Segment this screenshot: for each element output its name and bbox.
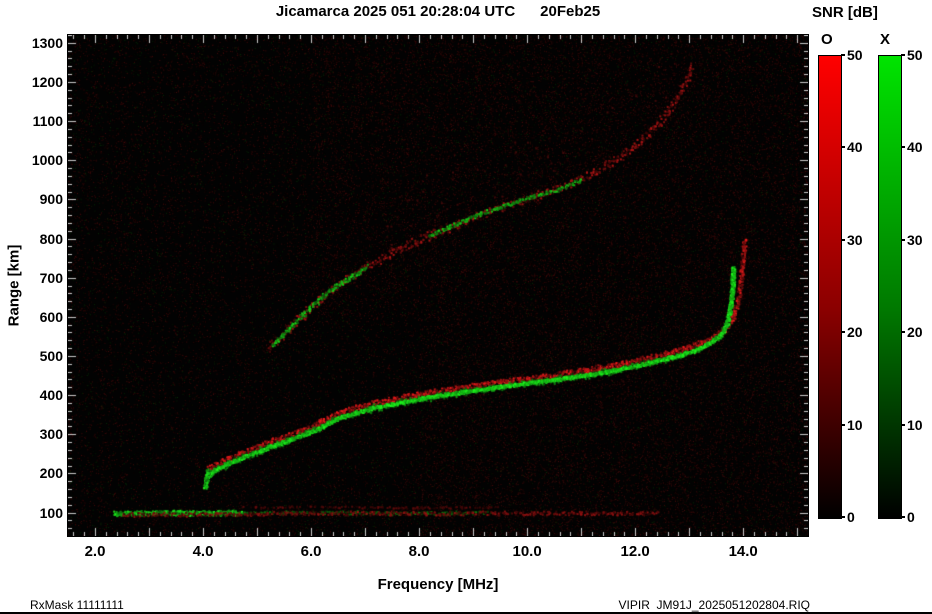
x-colorbar-tick-mark <box>901 423 905 426</box>
y-tick-label: 200 <box>39 465 63 482</box>
o-colorbar-tick-label: 40 <box>847 139 863 156</box>
rxmask-text: RxMask 11111111 <box>30 598 124 612</box>
o-colorbar-tick-label: 0 <box>847 509 855 525</box>
y-tick-label: 100 <box>39 504 63 521</box>
x-colorbar-tick-mark <box>901 516 905 518</box>
x-axis-label: Frequency [MHz] <box>377 576 499 593</box>
o-colorbar-tick-label: 10 <box>847 416 863 433</box>
colorbar-title: SNR [dB] <box>812 4 878 21</box>
bottom-divider <box>0 612 932 614</box>
y-tick-label: 1300 <box>31 34 63 51</box>
y-tick-label: 1000 <box>31 152 63 169</box>
y-tick-label: 500 <box>39 347 63 364</box>
ionogram-canvas <box>68 35 808 536</box>
o-mode-label: O <box>821 31 833 48</box>
x-tick-label: 2.0 <box>84 543 106 560</box>
o-colorbar-tick-mark <box>841 146 845 149</box>
x-colorbar-tick-label: 0 <box>907 509 915 525</box>
x-tick-label: 14.0 <box>728 543 758 560</box>
o-colorbar-tick-label: 20 <box>847 324 863 341</box>
x-mode-colorbar <box>878 55 902 519</box>
o-colorbar-tick-label: 50 <box>847 47 863 63</box>
x-tick-label: 10.0 <box>512 543 542 560</box>
o-colorbar-tick-label: 30 <box>847 231 863 248</box>
x-mode-label: X <box>880 31 891 48</box>
datafile-text: VIPIR JM91J_2025051202804.RIQ <box>618 598 810 612</box>
x-colorbar-tick-mark <box>901 146 905 149</box>
o-colorbar-tick-mark <box>841 54 845 56</box>
x-colorbar-tick-mark <box>901 238 905 241</box>
x-tick-label: 12.0 <box>620 543 650 560</box>
x-colorbar-tick-label: 50 <box>907 47 923 63</box>
y-tick-label: 1100 <box>32 113 63 130</box>
x-colorbar-tick-label: 20 <box>907 324 923 341</box>
y-tick-label: 800 <box>39 230 63 247</box>
x-colorbar-tick-label: 40 <box>907 139 923 156</box>
o-colorbar-tick-mark <box>841 516 845 518</box>
o-colorbar-tick-mark <box>841 238 845 241</box>
x-tick-label: 8.0 <box>408 543 430 560</box>
o-mode-colorbar <box>818 55 842 519</box>
plot-area <box>67 34 809 537</box>
y-tick-label: 300 <box>39 426 63 443</box>
x-colorbar-tick-label: 30 <box>907 231 923 248</box>
y-tick-label: 700 <box>39 269 63 286</box>
y-tick-label: 900 <box>39 191 63 208</box>
o-colorbar-tick-mark <box>841 423 845 426</box>
x-tick-label: 4.0 <box>192 543 214 560</box>
x-colorbar-tick-mark <box>901 331 905 334</box>
plot-title: Jicamarca 2025 051 20:28:04 UTC 20Feb25 <box>275 3 601 20</box>
y-tick-label: 600 <box>39 308 63 325</box>
x-colorbar-tick-label: 10 <box>907 416 923 433</box>
x-tick-label: 6.0 <box>300 543 322 560</box>
o-colorbar-tick-mark <box>841 331 845 334</box>
y-tick-label: 1200 <box>31 73 63 90</box>
y-tick-label: 400 <box>39 387 63 404</box>
x-colorbar-tick-mark <box>901 54 905 56</box>
